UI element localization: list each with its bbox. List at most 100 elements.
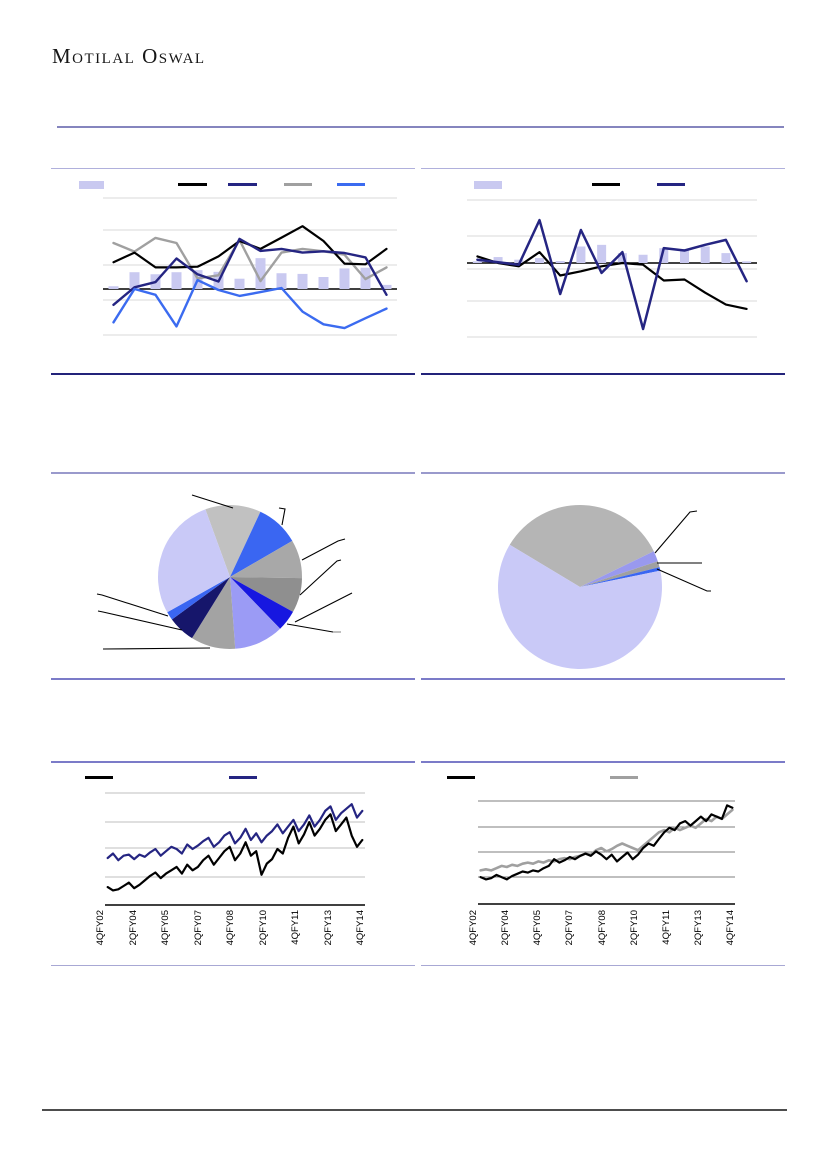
pie-slice: [580, 561, 660, 587]
bar: [576, 246, 586, 263]
x-axis-label: 2QFY10: [628, 910, 640, 946]
bar: [617, 253, 627, 263]
pie-slice: [158, 509, 230, 613]
bar: [514, 259, 524, 263]
panel-top-right-top-rule: [421, 168, 785, 170]
pie-slice: [509, 504, 654, 587]
bar: [535, 258, 544, 263]
pie-callout-line: [294, 592, 353, 623]
panel-bottom-left-bottom-rule: [51, 965, 415, 967]
line-series: [112, 236, 388, 283]
x-axis-label: 4QFY11: [290, 910, 301, 945]
line-series: [112, 278, 388, 330]
legend-bar-swatch: [79, 181, 104, 189]
legend-line-marker: [657, 183, 685, 186]
x-axis-label: 2QFY04: [500, 910, 512, 946]
panel-pie-left-top-rule: [51, 472, 415, 474]
panel-bottom-right-bottom-rule: [421, 965, 785, 967]
bar: [255, 258, 266, 289]
x-axis-label: 2QFY13: [322, 910, 334, 946]
legend-line-marker: [178, 183, 207, 186]
bar: [129, 272, 140, 289]
pie-slice: [205, 504, 261, 577]
pie-callout-line: [654, 510, 698, 554]
brand-logo: Motilal Oswal: [52, 44, 206, 68]
footer-divider: [42, 1109, 787, 1111]
legend-line-marker: [228, 183, 257, 186]
pie-callout-line: [102, 647, 211, 650]
pie-slice: [498, 544, 663, 669]
pie-slice: [230, 577, 293, 629]
panel-top-right-bottom-rule: [421, 373, 785, 375]
panel-top-left-bottom-rule: [51, 373, 415, 375]
panel-bottom-left-top-rule: [51, 761, 415, 763]
bar: [276, 273, 287, 289]
bar: [108, 286, 119, 289]
line-series: [476, 250, 748, 311]
pie-slice: [171, 577, 230, 639]
x-axis-label: 2QFY07: [192, 910, 204, 946]
panel-pie-right-bottom-rule: [421, 678, 785, 680]
bar: [555, 261, 565, 263]
bar: [171, 272, 182, 289]
line-series: [476, 218, 748, 331]
x-axis-label: 4QFY11: [660, 910, 672, 945]
legend-line-marker: [284, 183, 312, 186]
legend-line-marker: [447, 776, 475, 779]
bar: [297, 273, 308, 289]
x-axis-label: 4QFY08: [596, 910, 608, 946]
bar: [638, 254, 648, 263]
line-series: [479, 808, 734, 872]
bar: [339, 268, 350, 289]
x-axis-label: 4QFY05: [532, 910, 544, 946]
bar: [318, 276, 329, 289]
x-axis-labels-bottom-left: 4QFY02 2QFY04 4QFY05 2QFY07 4QFY08 2QFY10 4QFY…: [95, 908, 372, 964]
legend-bar-swatch: [474, 181, 502, 189]
x-axis-label: 4QFY14: [725, 910, 736, 946]
chart-pie-left: [96, 494, 353, 650]
pie-callout-line: [286, 623, 334, 633]
pie-callout-line: [96, 593, 169, 617]
pie-callout-line: [656, 568, 711, 592]
pie-callout-line: [278, 507, 286, 526]
pie-slice: [192, 577, 236, 649]
panel-bottom-right-top-rule: [421, 761, 785, 763]
header-divider: [57, 126, 784, 128]
pie-slice: [230, 577, 302, 612]
legend-line-marker: [610, 776, 638, 779]
bar: [493, 257, 503, 263]
x-axis-label: 4QFY02: [95, 910, 106, 946]
line-series: [479, 804, 734, 881]
line-series: [112, 237, 388, 307]
pie-callout-line: [301, 538, 346, 561]
pie-slice: [167, 577, 230, 620]
x-axis-label: 4QFY14: [355, 910, 366, 946]
chart-combo-top-right: [467, 199, 757, 338]
chart-line-bottom-right: [478, 800, 735, 905]
chart-pie-right: [498, 504, 711, 669]
chart-combo-top-left: [103, 197, 397, 336]
x-axis-labels-bottom-right: 4QFY02 2QFY04 4QFY05 2QFY07 4QFY08 2QFY10 4QFY…: [468, 908, 745, 964]
bar: [742, 261, 752, 263]
x-axis-label: 2QFY13: [692, 910, 704, 946]
bar: [597, 244, 607, 263]
bar: [381, 284, 392, 289]
bar: [721, 253, 731, 263]
pie-slice: [580, 551, 658, 587]
pie-callout-line: [299, 559, 342, 596]
panel-pie-left-bottom-rule: [51, 678, 415, 680]
x-axis-label: 2QFY07: [564, 910, 576, 946]
panel-pie-right-top-rule: [421, 472, 785, 474]
x-axis-label: 4QFY08: [225, 910, 236, 946]
pie-slice: [230, 511, 293, 577]
line-series: [106, 803, 364, 862]
bar: [680, 249, 689, 263]
chart-line-bottom-left: [105, 792, 365, 906]
pie-slice: [230, 577, 281, 649]
pie-callout-line: [191, 494, 234, 509]
line-series: [106, 813, 364, 892]
x-axis-label: 2QFY10: [257, 910, 269, 946]
bar: [700, 246, 710, 263]
legend-line-marker: [85, 776, 113, 779]
